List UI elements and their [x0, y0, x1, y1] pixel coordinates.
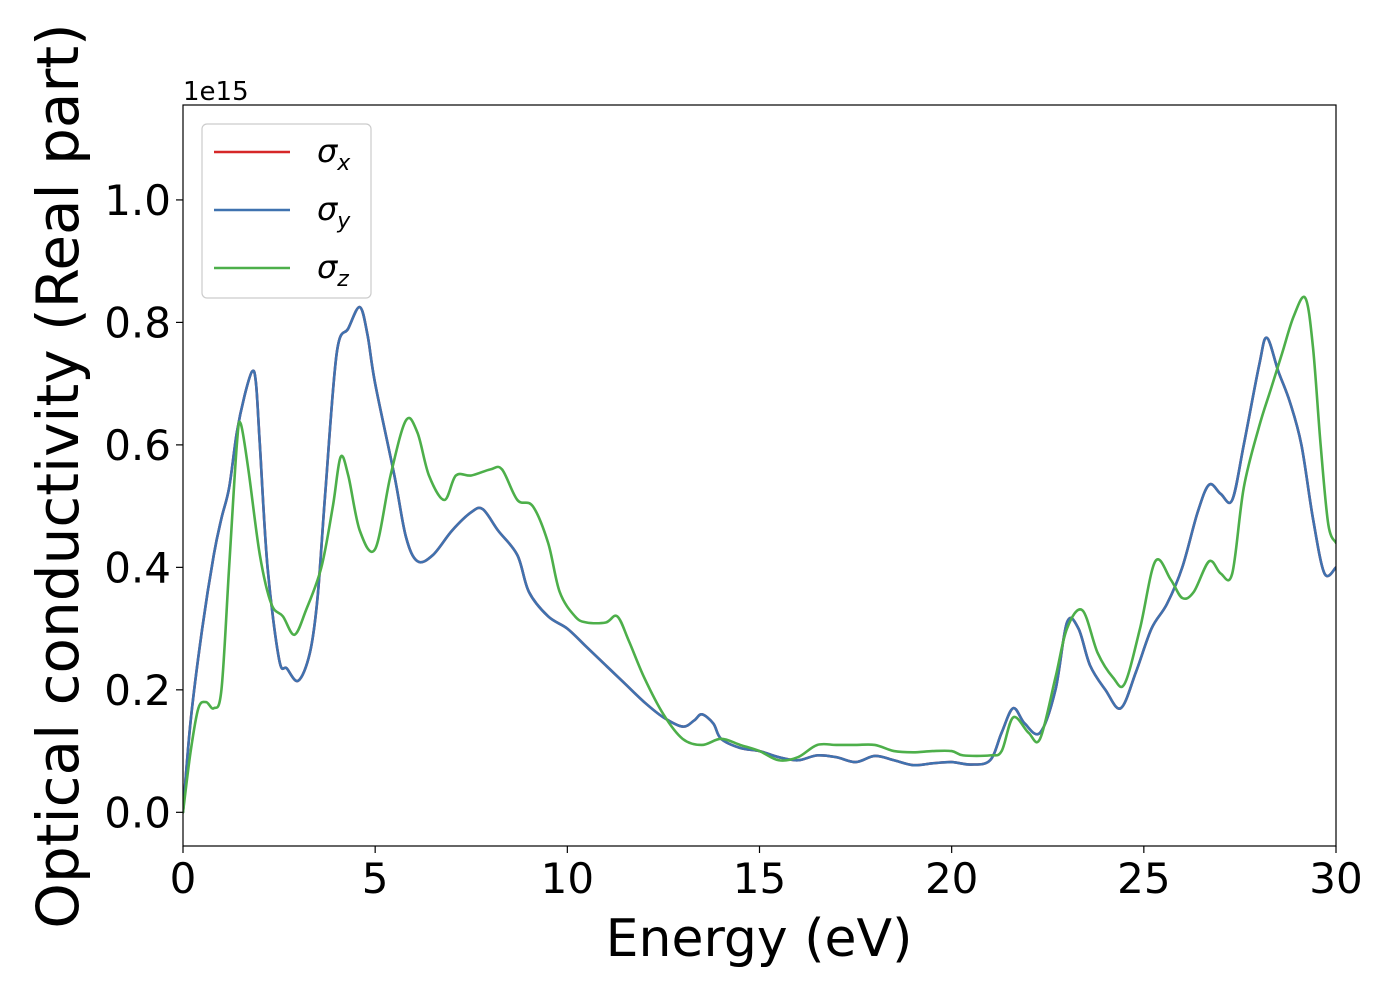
y-tick-label: 0.4 — [104, 543, 171, 592]
y-tick-label: 0.2 — [104, 666, 171, 715]
y-axis-label: Optical conductivity (Real part) — [24, 23, 92, 928]
plot-area: 0 5 10 15 20 25 30 0.0 0.2 0.4 0.6 0.8 1.0 — [104, 104, 1363, 903]
y-tick-label: 0.6 — [104, 421, 171, 470]
y-tick-label: 1.0 — [104, 176, 171, 225]
legend: σx σy σz — [201, 123, 372, 299]
x-tick-label: 30 — [1309, 854, 1362, 903]
series-line-3 — [183, 295, 1336, 814]
series-group — [183, 295, 1336, 814]
legend-label-3: σz — [317, 248, 349, 292]
x-tick-label: 0 — [170, 854, 197, 903]
series-line-2 — [183, 305, 1336, 814]
series-line-1 — [183, 305, 1336, 814]
legend-label-2: σy — [317, 190, 351, 234]
legend-label-1: σx — [317, 132, 351, 176]
x-tick-label: 20 — [925, 854, 978, 903]
x-tick-label: 5 — [362, 854, 389, 903]
offset-label: 1e15 — [183, 77, 249, 107]
x-axis-label: Energy (eV) — [606, 909, 913, 969]
y-tick-label: 0.8 — [104, 298, 171, 347]
y-tick-label: 0.0 — [104, 788, 171, 837]
x-tick-label: 10 — [541, 854, 594, 903]
x-tick-label: 15 — [733, 854, 786, 903]
x-tick-label: 25 — [1117, 854, 1170, 903]
